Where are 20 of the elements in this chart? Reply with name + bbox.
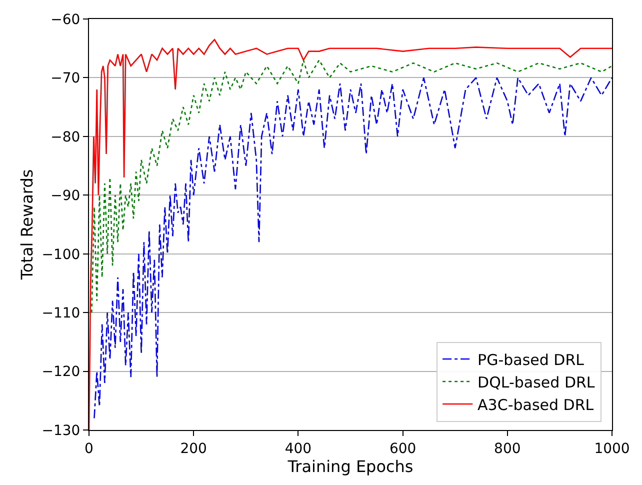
line-series	[90, 59, 612, 314]
y-tick-label: −110	[42, 305, 80, 322]
x-axis-title: Training Epochs	[286, 456, 414, 476]
y-tick-label: −130	[42, 422, 80, 439]
y-tick-label: −100	[42, 246, 80, 263]
y-tick-label: −80	[50, 129, 80, 146]
y-tick-label: −90	[50, 188, 80, 204]
x-tick-label: 800	[494, 440, 521, 457]
legend-label: PG-based DRL	[478, 350, 585, 369]
x-tick-label: 200	[180, 440, 207, 457]
x-tick-label: 600	[389, 440, 416, 457]
y-tick-label: −60	[50, 12, 80, 28]
legend-label: DQL-based DRL	[478, 373, 596, 392]
y-tick-label: −120	[42, 364, 80, 380]
x-tick-label: 0	[84, 440, 94, 457]
x-tick-label: 1000	[594, 440, 630, 457]
legend-label: A3C-based DRL	[478, 396, 594, 414]
x-tick-label: 400	[284, 440, 312, 457]
y-tick-label: −70	[50, 70, 80, 87]
y-axis-title: Total Rewards	[18, 169, 37, 281]
